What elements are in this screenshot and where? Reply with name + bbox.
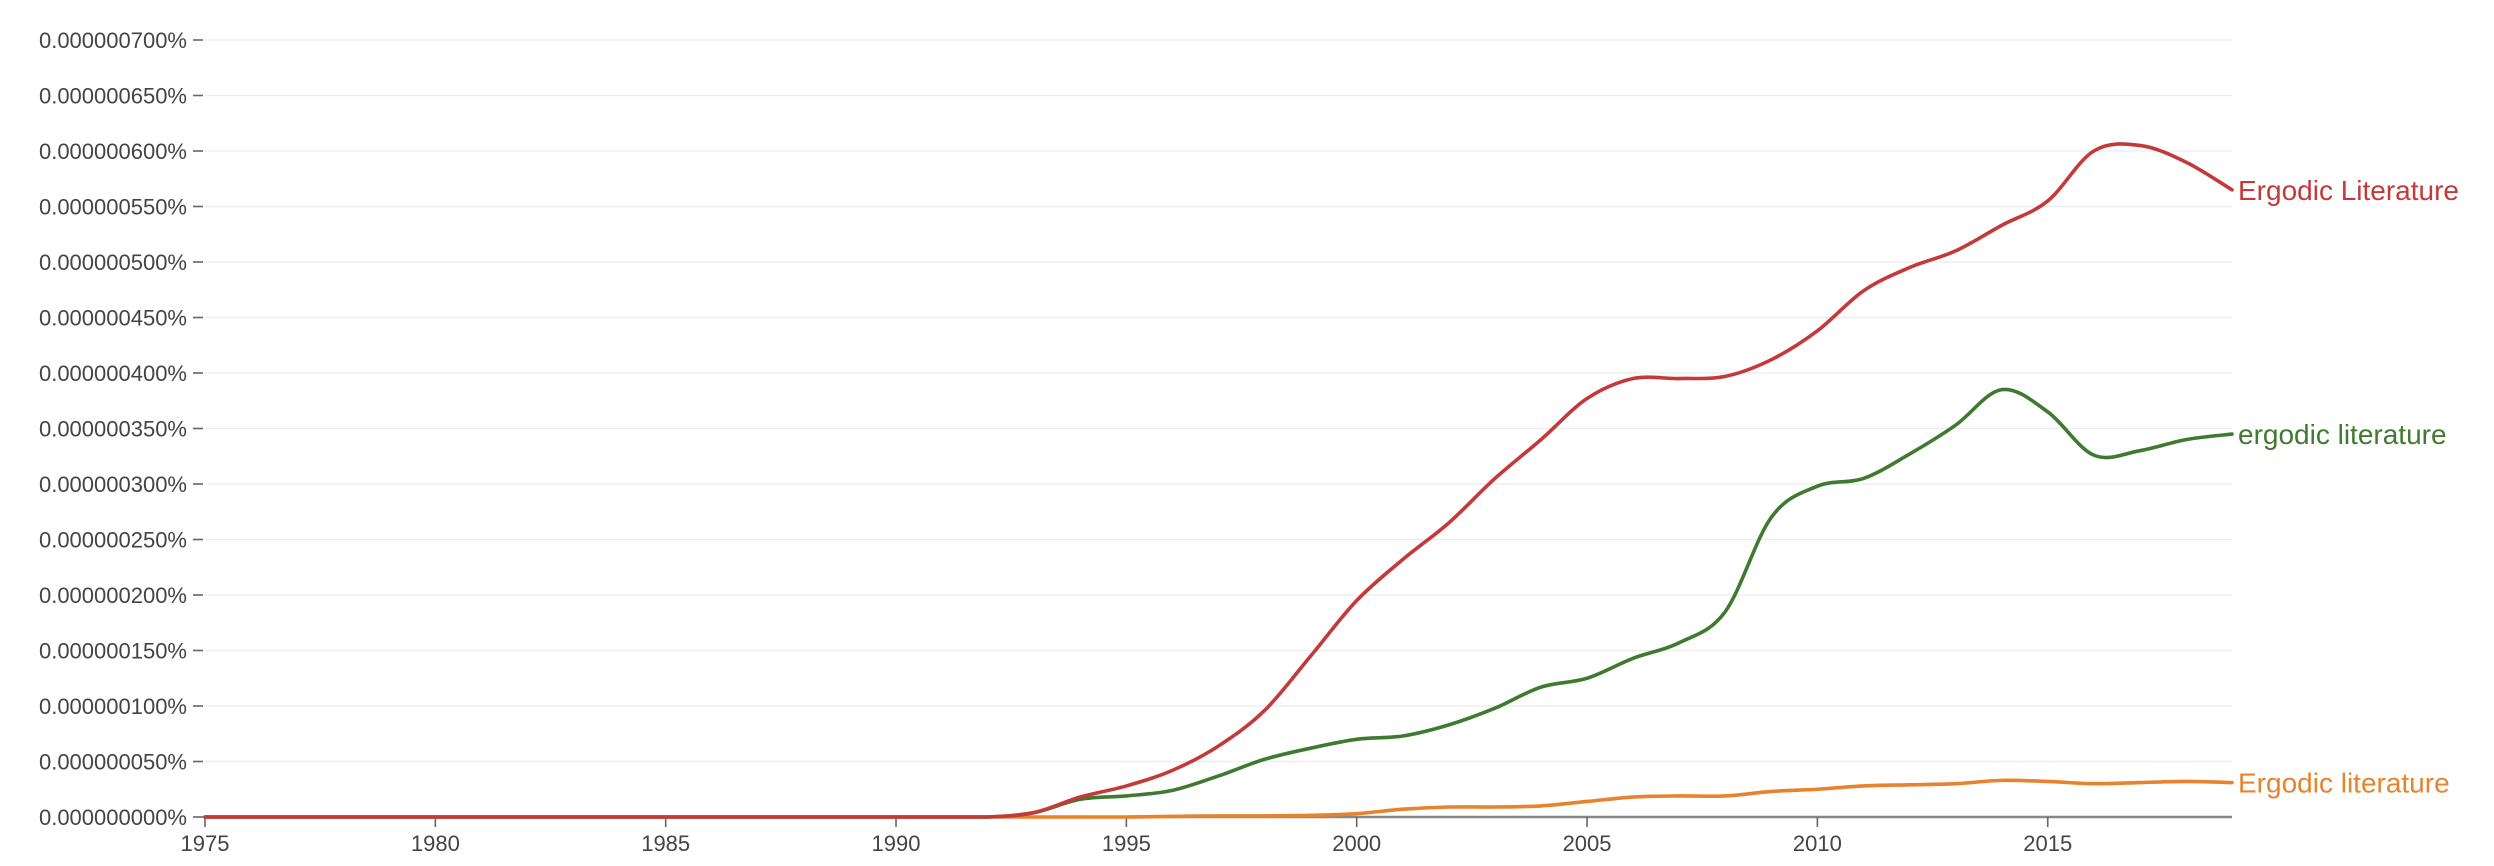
series-lines xyxy=(203,142,2234,819)
series-label-2[interactable]: Ergodic literature xyxy=(2238,768,2450,799)
y-tick-label: 0.000000050% xyxy=(39,750,187,775)
y-tick-label: 0.000000550% xyxy=(39,195,187,220)
x-tick-label: 1990 xyxy=(872,831,921,856)
x-tick-label: 2000 xyxy=(1332,831,1381,856)
x-tick-label: 2010 xyxy=(1793,831,1842,856)
series-label-1[interactable]: ergodic literature xyxy=(2238,419,2447,450)
series-line-1 xyxy=(203,387,2234,819)
x-tick-label: 2005 xyxy=(1563,831,1612,856)
series-line-0 xyxy=(203,142,2234,819)
y-axis: 0.000000000% 0.000000050% 0.000000100% 0.00… xyxy=(39,28,203,830)
x-tick-label: 1985 xyxy=(641,831,690,856)
y-tick-label: 0.000000650% xyxy=(39,84,187,109)
x-tick-label: 1995 xyxy=(1102,831,1151,856)
y-tick-label: 0.000000300% xyxy=(39,472,187,497)
series-label-0[interactable]: Ergodic Literature xyxy=(2238,175,2459,206)
x-axis: 1975 1980 1985 1990 1995 2000 2005 2010 2015 xyxy=(181,815,2232,856)
y-tick-label: 0.000000350% xyxy=(39,417,187,442)
y-tick-label: 0.000000200% xyxy=(39,583,187,608)
y-tick-label: 0.000000250% xyxy=(39,528,187,553)
series-labels: Ergodic Literature ergodic literature Ergo… xyxy=(2238,175,2459,799)
y-tick-label: 0.000000700% xyxy=(39,28,187,53)
y-tick-label: 0.000000500% xyxy=(39,250,187,275)
x-tick-label: 2015 xyxy=(2023,831,2072,856)
y-tick-label: 0.000000400% xyxy=(39,361,187,386)
gridlines xyxy=(205,39,2232,763)
x-tick-label: 1975 xyxy=(181,831,230,856)
y-tick-label: 0.000000100% xyxy=(39,694,187,719)
y-tick-label: 0.000000450% xyxy=(39,306,187,331)
y-tick-label: 0.000000600% xyxy=(39,139,187,164)
series-line-2 xyxy=(203,778,2234,819)
y-tick-label: 0.000000000% xyxy=(39,805,187,830)
y-tick-label: 0.000000150% xyxy=(39,639,187,664)
x-tick-label: 1980 xyxy=(411,831,460,856)
